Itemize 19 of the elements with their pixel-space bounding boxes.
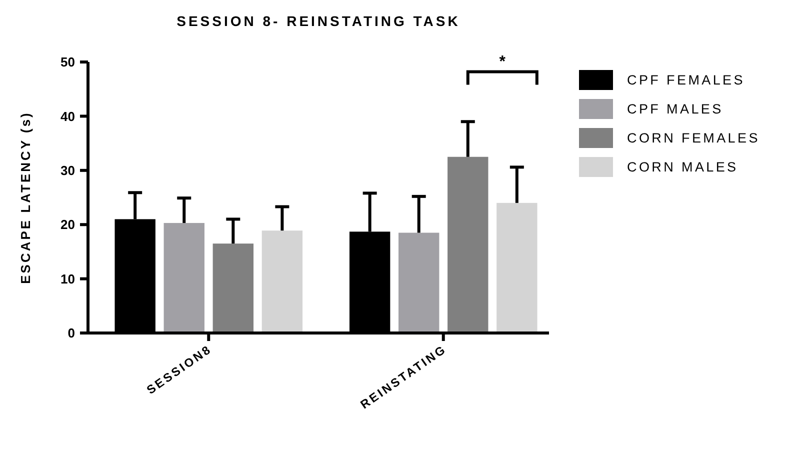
legend-label: CPF MALES <box>627 102 724 117</box>
y-tick-label: 0 <box>68 326 75 341</box>
bar <box>496 202 538 333</box>
y-axis-title: ESCAPE LATENCY (s) <box>18 111 33 284</box>
bar <box>448 156 488 333</box>
y-tick-label: 50 <box>60 54 75 70</box>
bar <box>164 222 204 333</box>
legend-label: CORN FEMALES <box>627 130 760 146</box>
y-tick-label: 20 <box>60 217 75 232</box>
chart-title: SESSION 8- REINSTATING TASK <box>176 13 460 29</box>
legend-label: CORN MALES <box>627 160 738 175</box>
y-tick-label: 10 <box>60 271 75 286</box>
bar <box>212 244 254 333</box>
legend-label: CPF FEMALES <box>627 72 745 88</box>
y-tick-label: 30 <box>60 162 75 178</box>
bar <box>398 232 440 333</box>
bar <box>262 230 303 333</box>
annotation: * <box>499 53 506 70</box>
y-tick-label: 40 <box>60 108 75 124</box>
